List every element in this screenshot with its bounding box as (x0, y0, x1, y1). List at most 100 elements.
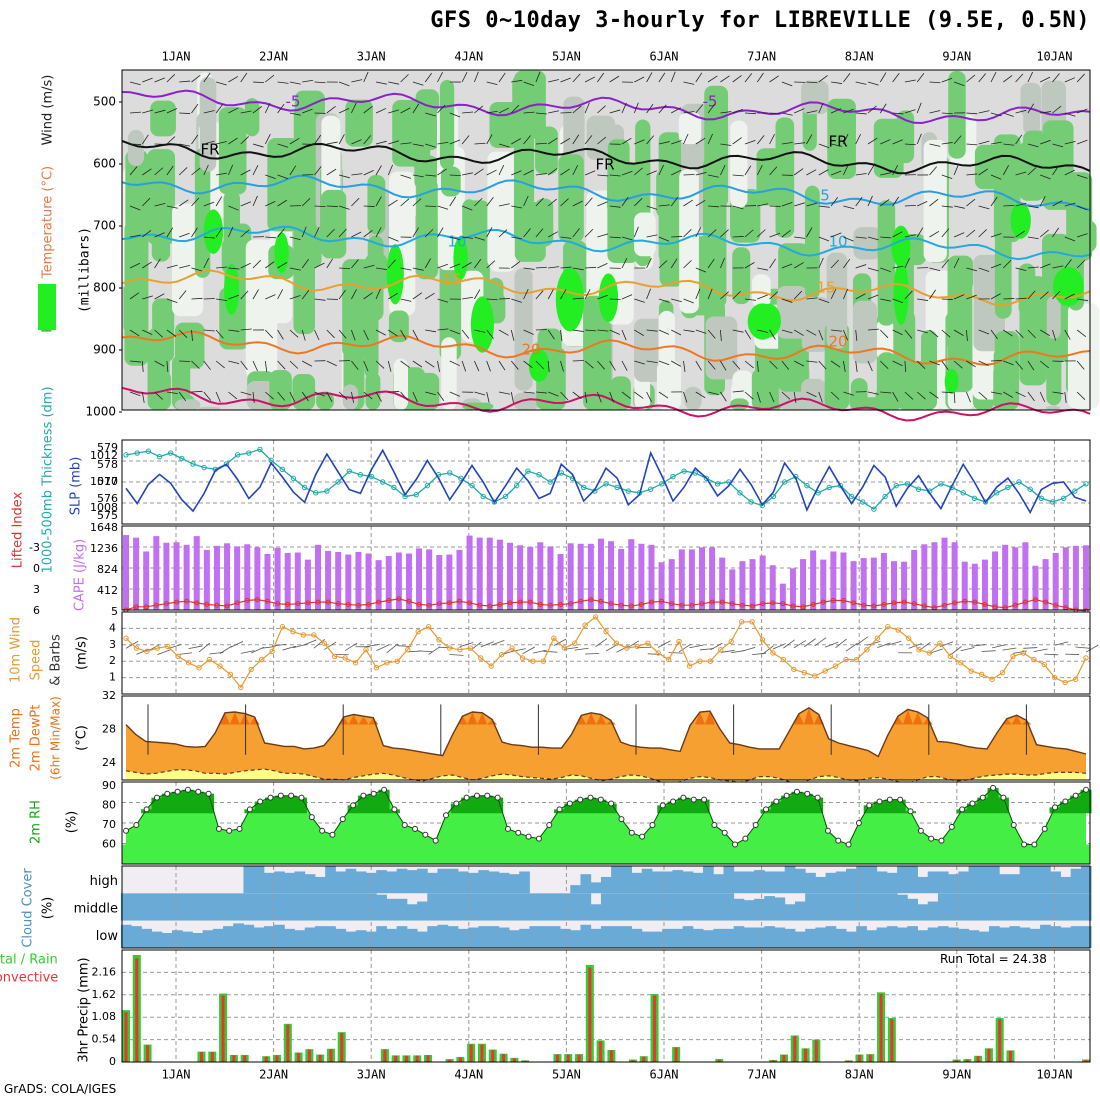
cape-bar (891, 561, 897, 610)
wind-barb (941, 112, 953, 115)
cloud-bar (835, 893, 847, 921)
wind-barb (941, 259, 950, 269)
wind-speed-marker (384, 660, 390, 666)
li-marker (648, 599, 654, 605)
wind-barb (720, 75, 730, 83)
wind-barb (240, 290, 249, 300)
temp-tick: 28 (102, 723, 116, 736)
li-marker (386, 597, 392, 603)
wind-speed-marker (206, 656, 213, 663)
wind-barb (892, 329, 903, 336)
cloud-bar (682, 926, 694, 948)
wind-barb (744, 229, 754, 238)
cloud-bar (580, 924, 592, 948)
wind-barb (375, 227, 382, 238)
wind-barb (228, 391, 238, 400)
li-marker (952, 600, 958, 606)
wind-barb (806, 110, 818, 114)
wind-barb (621, 391, 631, 400)
wind-barb (769, 75, 779, 83)
cloud-bar (406, 904, 418, 921)
cloud-bar (713, 893, 724, 921)
rh-marker (153, 794, 160, 801)
rh-marker (535, 835, 542, 842)
wind-barb (1076, 205, 1088, 211)
li-marker (891, 600, 897, 606)
wind-barb-10m (720, 649, 735, 653)
wind-barb-10m (376, 644, 390, 652)
wind-barb (646, 103, 654, 114)
wind-barb (388, 199, 398, 207)
wind-barb-10m (491, 639, 505, 646)
wind-barb (843, 329, 848, 341)
wind-barb (584, 360, 594, 369)
wind-barb (1003, 112, 1014, 117)
wind-barb-10m (887, 640, 902, 646)
wind-barb (867, 105, 877, 114)
cloud-bar (478, 926, 490, 948)
wind-speed-marker (624, 645, 630, 651)
cloud-bar (437, 893, 449, 921)
wind-barb (732, 236, 744, 238)
wind-barb (769, 133, 775, 145)
rh-marker (1010, 821, 1017, 828)
wind-barb (142, 230, 152, 238)
rh-marker (1021, 841, 1028, 848)
wind-barb (191, 297, 203, 300)
cape-bar (911, 549, 918, 610)
wind-barb (277, 329, 284, 340)
wind-barb (1027, 360, 1035, 371)
wind-barb (191, 197, 200, 207)
wind-barb (511, 104, 520, 114)
thickness-marker (1060, 495, 1067, 501)
wind-barb (621, 170, 633, 176)
li-marker (588, 597, 594, 603)
wind-barb (142, 261, 152, 269)
wind-barb (929, 267, 941, 272)
wind-barb (129, 329, 140, 337)
cloud-bar (120, 924, 132, 948)
wind-barb (941, 329, 951, 338)
wind-barb (228, 107, 239, 114)
wind-barb (375, 165, 382, 176)
wind-barb (978, 168, 989, 176)
cloud-bar (243, 866, 255, 894)
day-label-top: 5JAN (552, 50, 581, 64)
cape-bar (193, 536, 200, 610)
rh-marker (1052, 804, 1059, 811)
wind-barb (769, 258, 777, 269)
wind-barb (953, 329, 964, 336)
cloud-bar (988, 893, 1000, 921)
cloud-bar (631, 872, 643, 894)
wind-barb-10m (532, 649, 547, 654)
cloud-bar (376, 870, 387, 894)
wind-barb-10m (543, 650, 558, 653)
wind-speed-marker (1020, 650, 1027, 656)
wind-barb (166, 227, 174, 238)
wind-barb (621, 257, 628, 269)
wind-barb-10m (772, 643, 787, 650)
thickness-marker (659, 481, 665, 487)
wind-barb (757, 229, 766, 238)
wind-barb (769, 391, 775, 403)
cloud-bar (600, 926, 612, 948)
cloud-bar (886, 872, 898, 894)
wind-barb-10m (428, 646, 441, 655)
precip-convective-bar (577, 1054, 581, 1062)
wind-barb (425, 174, 437, 177)
wind-barb (179, 112, 191, 114)
cloud-bar (1019, 927, 1031, 948)
wind-barb (1039, 229, 1049, 238)
wind-barb-10m (1033, 648, 1048, 652)
rh-marker (329, 831, 336, 838)
wind-barb (301, 226, 307, 238)
wind-barb (523, 267, 535, 270)
wind-barb (830, 170, 842, 176)
li-marker (355, 602, 361, 608)
precip-convective-bar (868, 1054, 872, 1062)
wind-speed-marker (478, 655, 484, 661)
thickness-tick: 578 (97, 458, 118, 471)
cape-bar (688, 549, 695, 610)
wind-barb (375, 391, 382, 402)
cape-bar (618, 548, 625, 610)
